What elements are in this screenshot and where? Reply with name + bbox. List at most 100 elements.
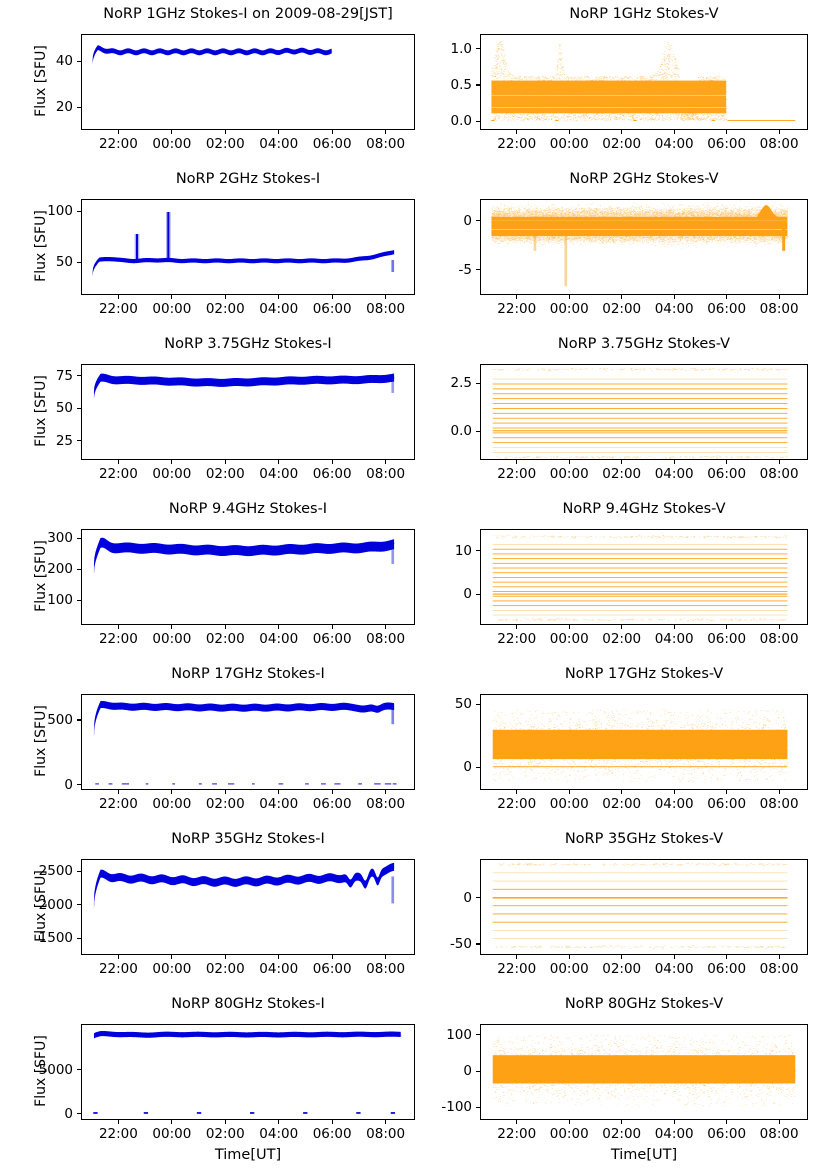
x-tick-label: 02:00 [205, 301, 245, 317]
y-tick-label: 2500 [38, 863, 73, 880]
x-tick-label: 08:00 [759, 961, 799, 977]
y-tick-label: 50 [55, 400, 73, 417]
x-tick-mark [568, 1120, 570, 1124]
x-tick-mark [673, 295, 675, 299]
x-tick-mark [331, 625, 333, 629]
x-tick-label: 04:00 [259, 136, 299, 152]
panel-title: NoRP 35GHz Stokes-I [171, 831, 325, 847]
x-tick-label: 04:00 [654, 301, 694, 317]
x-tick-mark [568, 790, 570, 794]
x-tick-label: 06:00 [312, 136, 352, 152]
x-axis-label: Time[UT] [610, 1147, 678, 1163]
y-tick-label: 10 [454, 542, 472, 559]
y-tick-label: 0 [64, 776, 73, 793]
x-tick-label: 00:00 [549, 466, 589, 482]
y-tick-mark [77, 870, 81, 872]
x-tick-label: 00:00 [549, 1126, 589, 1142]
x-tick-mark [224, 790, 226, 794]
y-tick-label: 75 [55, 367, 73, 384]
y-tick-label: -5 [458, 261, 472, 278]
y-tick-mark [476, 550, 480, 552]
y-tick-label: 1.0 [450, 40, 472, 57]
x-tick-mark [224, 295, 226, 299]
y-tick-mark [476, 943, 480, 945]
x-tick-mark [621, 130, 623, 134]
x-tick-mark [621, 460, 623, 464]
plot-panel-8: NoRP 9.4GHz Stokes-V 0 10 22:00 00:00 02:00 04… [0, 501, 827, 667]
y-tick-label: 100 [446, 1026, 472, 1043]
axes-frame [81, 529, 415, 625]
x-tick-mark [726, 295, 728, 299]
x-tick-label: 22:00 [497, 961, 537, 977]
data-series [481, 695, 807, 789]
x-tick-mark [516, 1120, 518, 1124]
x-tick-label: 08:00 [759, 466, 799, 482]
x-tick-label: 02:00 [602, 1126, 642, 1142]
x-tick-mark [726, 625, 728, 629]
panel-title: NoRP 1GHz Stokes-V [569, 6, 719, 22]
x-tick-mark [621, 955, 623, 959]
y-tick-label: 25 [55, 432, 73, 449]
y-tick-mark [77, 106, 81, 108]
y-tick-mark [77, 60, 81, 63]
x-tick-mark [278, 790, 280, 794]
y-tick-label: 0.0 [450, 423, 472, 440]
panel-title: NoRP 17GHz Stokes-V [564, 666, 724, 682]
y-tick-label: -50 [449, 935, 472, 952]
x-tick-label: 06:00 [312, 301, 352, 317]
x-tick-label: 02:00 [205, 1126, 245, 1142]
panel-title: NoRP 3.75GHz Stokes-V [557, 336, 731, 352]
y-tick-label: 100 [47, 592, 73, 609]
y-tick-label: 500 [47, 711, 73, 728]
x-tick-mark [516, 460, 518, 464]
x-tick-label: 00:00 [549, 796, 589, 812]
x-tick-mark [778, 955, 780, 959]
x-tick-label: 06:00 [707, 1126, 747, 1142]
data-series [82, 1025, 414, 1119]
x-tick-mark [778, 1120, 780, 1124]
axes-frame [81, 1024, 415, 1120]
x-tick-mark [117, 1120, 119, 1124]
y-tick-mark [77, 210, 81, 212]
y-tick-label: 2000 [38, 896, 73, 913]
x-tick-mark [568, 955, 570, 959]
axes-frame [480, 1024, 808, 1120]
plot-panel-5: NoRP 3.75GHz Stokes-I 25 50 75 22:00 00:00 02:… [0, 336, 827, 502]
x-tick-mark [171, 1120, 173, 1124]
y-tick-mark [476, 766, 480, 768]
x-tick-label: 04:00 [654, 631, 694, 647]
x-tick-label: 02:00 [602, 301, 642, 317]
x-tick-mark [673, 955, 675, 959]
x-tick-mark [224, 955, 226, 959]
panel-title: NoRP 35GHz Stokes-V [564, 831, 724, 847]
data-series [82, 365, 414, 459]
axes-frame [480, 364, 808, 460]
x-tick-label: 06:00 [312, 1126, 352, 1142]
x-tick-mark [117, 955, 119, 959]
data-series [481, 365, 807, 459]
x-tick-mark [331, 1120, 333, 1124]
y-tick-mark [476, 220, 480, 222]
x-tick-label: 22:00 [497, 1126, 537, 1142]
x-tick-label: 08:00 [759, 796, 799, 812]
x-tick-mark [117, 625, 119, 629]
x-tick-mark [385, 955, 387, 959]
x-tick-mark [778, 790, 780, 794]
x-tick-label: 04:00 [259, 796, 299, 812]
y-tick-mark [476, 120, 480, 122]
x-tick-mark [117, 460, 119, 464]
x-tick-label: 08:00 [366, 796, 406, 812]
y-tick-mark [77, 537, 81, 539]
plot-panel-11: NoRP 35GHz Stokes-I 1500 2000 2500 22:00 00:0… [0, 831, 827, 997]
y-tick-label: 0 [463, 759, 472, 776]
x-tick-label: 00:00 [152, 631, 192, 647]
panel-title: NoRP 9.4GHz Stokes-V [562, 501, 726, 517]
x-tick-label: 00:00 [549, 136, 589, 152]
data-series [481, 200, 807, 294]
x-tick-mark [171, 955, 173, 959]
x-tick-mark [516, 130, 518, 134]
data-series [82, 35, 414, 129]
x-tick-mark [171, 625, 173, 629]
panel-title: NoRP 2GHz Stokes-I [175, 171, 321, 187]
